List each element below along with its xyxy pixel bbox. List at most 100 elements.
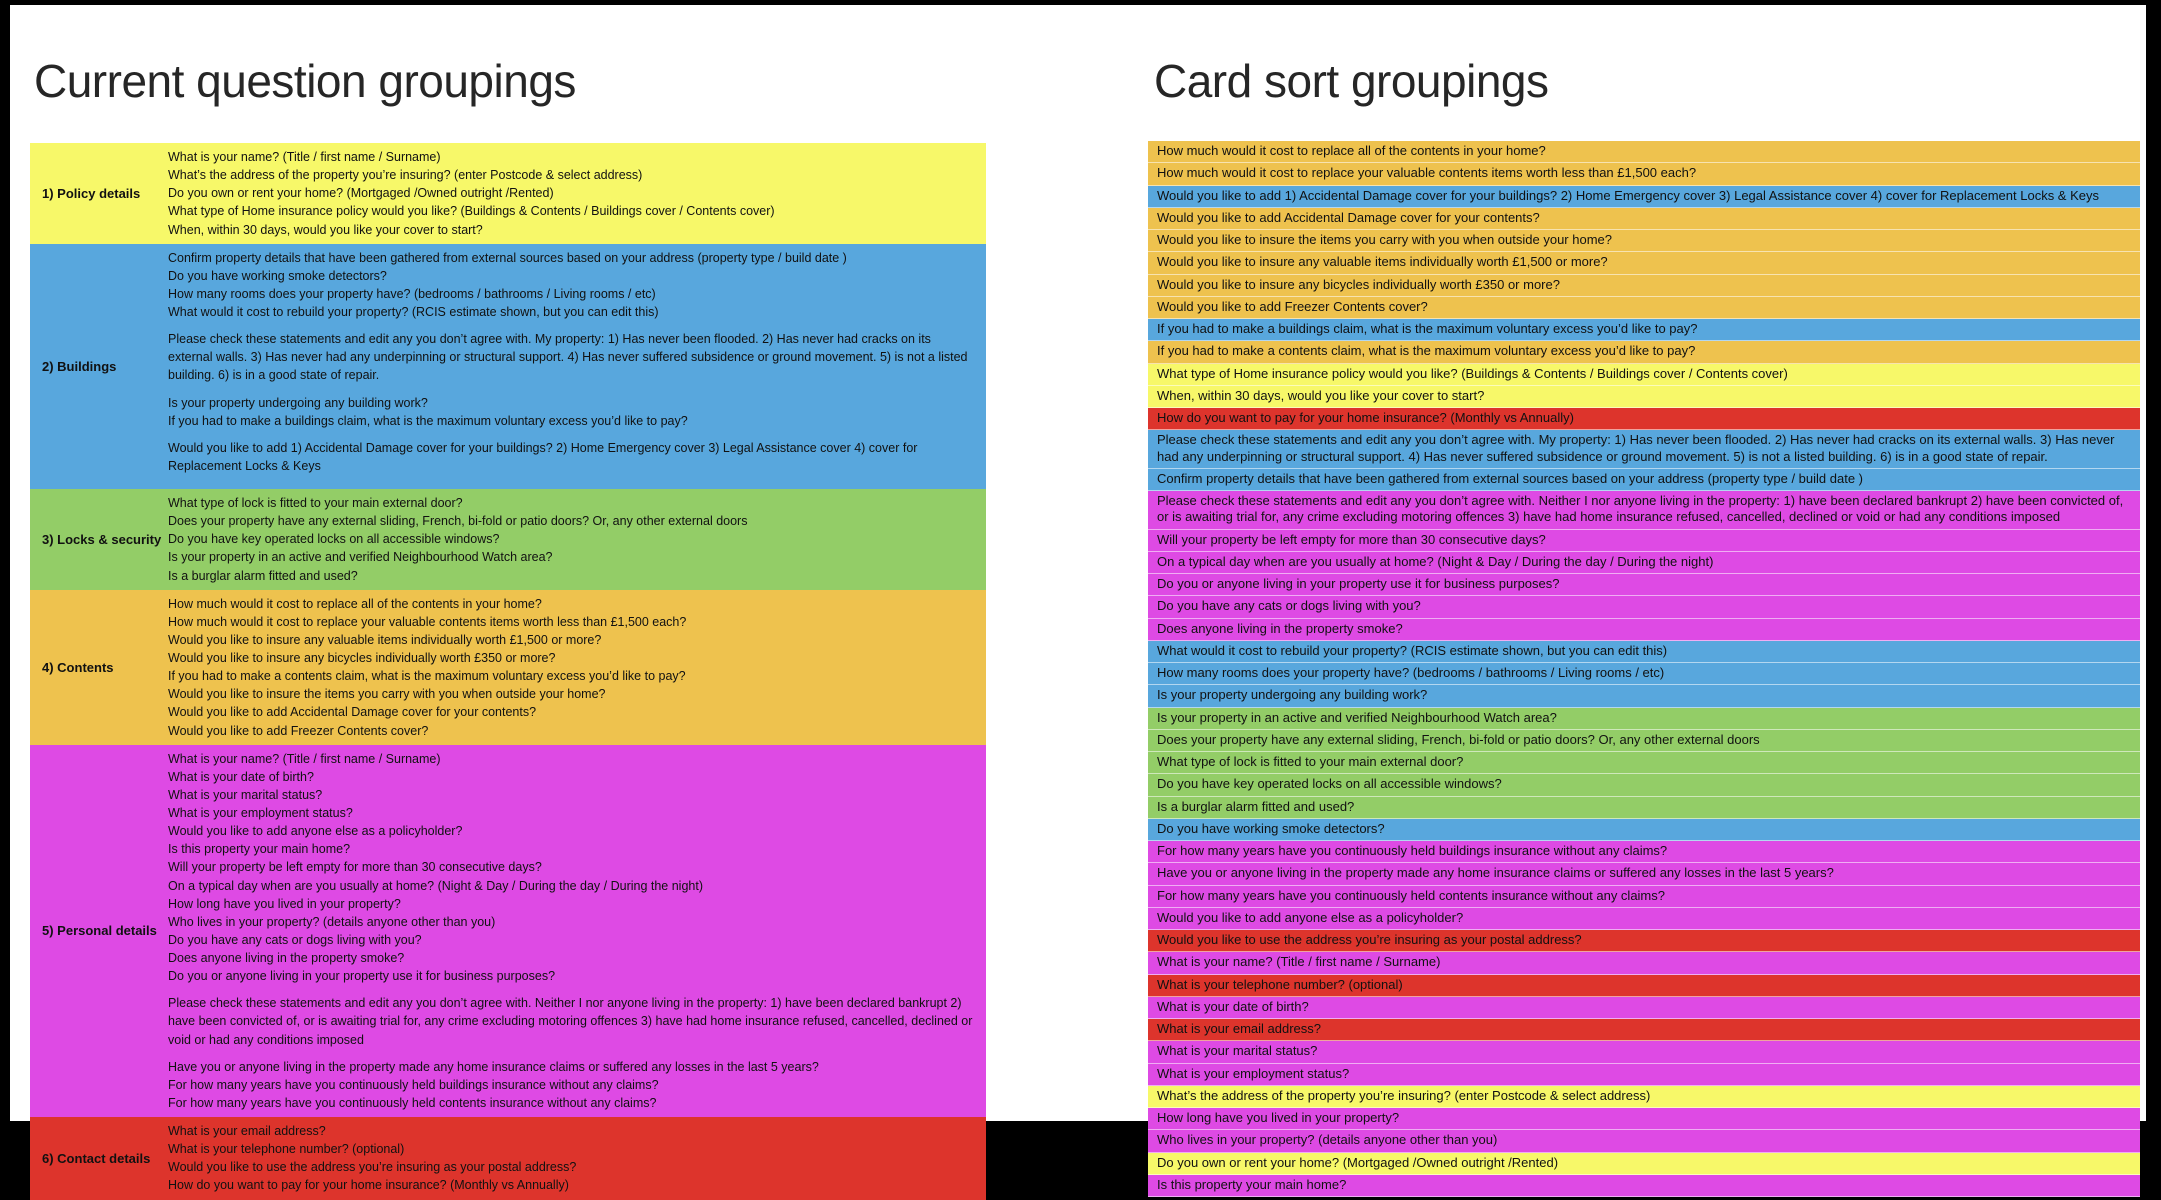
question-item: What type of Home insurance policy would… [168,204,775,219]
card-item: If you had to make a buildings claim, wh… [1148,319,2140,342]
question-item: Would you like to add Freezer Contents c… [168,723,429,738]
card-item: Does anyone living in the property smoke… [1148,618,2140,641]
question-item: If you had to make a buildings claim, wh… [168,413,688,428]
card-item: Would you like to insure any valuable it… [1148,252,2140,275]
question-item: Is your property in an active and verifi… [168,550,553,565]
group-label: 2) Buildings [42,358,117,374]
card-item: What is your name? (Title / first name /… [1148,952,2140,975]
question-item: Please check these statements and edit a… [168,332,968,383]
group-label: 3) Locks & security [42,531,162,547]
question-item: Do you have key operated locks on all ac… [168,532,500,547]
card-item: Will your property be left empty for mor… [1148,529,2140,552]
question-item: What would it cost to rebuild your prope… [168,305,659,319]
group-questions: What is your name? (Title / first name /… [168,745,986,1117]
question-item: How much would it cost to replace all of… [168,596,542,611]
question-item: Does your property have any external sli… [168,514,748,529]
question-item: Would you like to add Accidental Damage … [168,705,537,720]
question-item: Would you like to insure the items you c… [168,687,606,702]
question-item: What is your email address? [168,1124,326,1138]
card-item: For how many years have you continuously… [1148,841,2140,864]
group-questions: What is your name? (Title / first name /… [168,143,986,244]
group-label: 1) Policy details [42,185,141,201]
slide-canvas: Current question groupings Card sort gro… [10,5,2146,1200]
page-title-card-sort-groupings: Card sort groupings [1154,54,1549,107]
group-label: 4) Contents [42,659,114,675]
question-item: Would you like to add 1) Accidental Dama… [168,440,918,473]
group-label: 5) Personal details [42,923,157,939]
current-question-groupings-table: 1) Policy details What is your name? (Ti… [30,143,986,1200]
card-item: Please check these statements and edit a… [1148,491,2140,530]
group-row: 2) Buildings Confirm property details th… [30,243,986,489]
group-label: 6) Contact details [42,1150,151,1166]
card-item: What is your telephone number? (optional… [1148,974,2140,997]
question-item: Is this property your main home? [168,842,351,857]
question-item: Do you have any cats or dogs living with… [168,932,422,947]
card-item: Who lives in your property? (details any… [1148,1130,2140,1153]
card-item: Would you like to add Freezer Contents c… [1148,296,2140,319]
card-item: What type of lock is fitted to your main… [1148,752,2140,775]
card-item: If you had to make a contents claim, wha… [1148,341,2140,364]
question-item: Is a burglar alarm fitted and used? [168,568,358,583]
question-item: What’s the address of the property you’r… [168,168,643,183]
card-item: Would you like to add Accidental Damage … [1148,207,2140,230]
question-item: Would you like to insure any bicycles in… [168,651,556,665]
page-title-current-groupings: Current question groupings [34,54,576,107]
group-questions: How much would it cost to replace all of… [168,590,986,745]
card-item: For how many years have you continuously… [1148,885,2140,908]
card-item: Do you have any cats or dogs living with… [1148,596,2140,619]
card-item: When, within 30 days, would you like you… [1148,385,2140,408]
question-item: For how many years have you continuously… [168,1095,657,1110]
card-item: What would it cost to rebuild your prope… [1148,640,2140,663]
question-item: How long have you lived in your property… [168,896,401,911]
card-item: Do you own or rent your home? (Mortgaged… [1148,1152,2140,1175]
card-item: Is this property your main home? [1148,1174,2140,1197]
question-item: What is your name? (Title / first name /… [168,751,441,766]
question-item: If you had to make a contents claim, wha… [168,669,686,684]
question-item: Confirm property details that have been … [168,250,847,265]
card-item: Have you or anyone living in the propert… [1148,863,2140,886]
question-item: What is your telephone number? (optional… [168,1142,405,1157]
question-item: Please check these statements and edit a… [168,996,973,1047]
question-item: Would you like to use the address you’re… [168,1160,577,1175]
card-item: What is your date of birth? [1148,996,2140,1019]
question-item: Do you have working smoke detectors? [168,268,387,283]
question-item: What is your marital status? [168,787,323,802]
question-item: What is your employment status? [168,806,353,820]
card-item: How do you want to pay for your home ins… [1148,408,2140,431]
question-item: What is your name? (Title / first name /… [168,150,441,164]
card-item: Do you have working smoke detectors? [1148,818,2140,841]
card-item: Would you like to insure the items you c… [1148,230,2140,253]
question-item: Does anyone living in the property smoke… [168,951,405,965]
group-row: 3) Locks & security What type of lock is… [30,489,986,590]
card-item: On a typical day when are you usually at… [1148,551,2140,574]
question-item: Is your property undergoing any building… [168,395,428,410]
card-sort-groupings-list: How much would it cost to replace all of… [1148,141,2140,1197]
card-item: What is your employment status? [1148,1063,2140,1086]
card-item: Is your property in an active and verifi… [1148,707,2140,730]
card-item: Is a burglar alarm fitted and used? [1148,796,2140,819]
card-item: How many rooms does your property have? … [1148,663,2140,686]
question-item: How do you want to pay for your home ins… [168,1178,569,1193]
question-item: Who lives in your property? (details any… [168,914,496,929]
question-item: Do you or anyone living in your property… [168,969,556,984]
question-item: Do you own or rent your home? (Mortgaged… [168,186,554,201]
card-item: Would you like to use the address you’re… [1148,930,2140,953]
card-item: Confirm property details that have been … [1148,468,2140,491]
card-item: Would you like to add anyone else as a p… [1148,907,2140,930]
card-item: What is your email address? [1148,1019,2140,1042]
question-item: How many rooms does your property have? … [168,286,656,301]
card-item: What type of Home insurance policy would… [1148,363,2140,386]
group-row: 5) Personal details What is your name? (… [30,744,986,1117]
card-item: What’s the address of the property you’r… [1148,1085,2140,1108]
card-item: Would you like to add 1) Accidental Dama… [1148,185,2140,208]
group-row: 1) Policy details What is your name? (Ti… [30,143,986,244]
question-item: What type of lock is fitted to your main… [168,496,463,510]
card-item: Please check these statements and edit a… [1148,430,2140,469]
question-item: Have you or anyone living in the propert… [168,1059,819,1074]
question-item: Would you like to add anyone else as a p… [168,824,463,839]
card-item: How much would it cost to replace your v… [1148,163,2140,186]
question-item: Would you like to insure any valuable it… [168,632,602,647]
card-item: What is your marital status? [1148,1041,2140,1064]
card-item: Would you like to insure any bicycles in… [1148,274,2140,297]
group-questions: Confirm property details that have been … [168,244,986,489]
